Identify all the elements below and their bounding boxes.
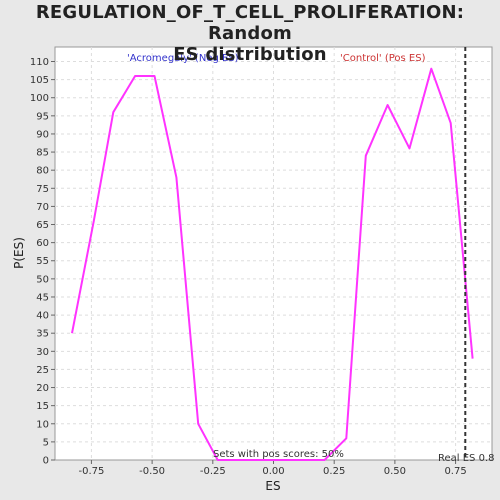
y-tick-label: 90 — [36, 129, 49, 140]
y-tick-label: 50 — [36, 274, 49, 285]
y-tick-label: 80 — [36, 166, 49, 177]
real-es-label: Real ES 0.8 — [438, 453, 494, 464]
chart-title-line2: ES distribution — [173, 44, 327, 65]
y-tick-label: 55 — [36, 256, 49, 267]
y-tick-label: 15 — [36, 401, 49, 412]
x-axis-title: ES — [265, 479, 280, 493]
grid — [55, 47, 492, 460]
y-tick-label: 85 — [36, 148, 49, 159]
y-tick-label: 40 — [36, 311, 49, 322]
series-line — [71, 67, 474, 461]
neg-es-label: 'Acromegaly' (Neg ES) — [127, 53, 239, 64]
chart-title: REGULATION_OF_T_CELL_PROLIFERATION: Rand… — [0, 2, 500, 65]
y-tick-label: 25 — [36, 365, 49, 376]
x-tick-label: 0.50 — [384, 466, 406, 477]
y-axis-title: P(ES) — [12, 237, 26, 269]
x-tick-label: -0.25 — [200, 466, 226, 477]
y-tick-label: 65 — [36, 220, 49, 231]
y-tick-label: 5 — [43, 437, 49, 448]
x-tick-label: 0.00 — [262, 466, 284, 477]
y-tick-label: 20 — [36, 383, 49, 394]
y-tick-label: 30 — [36, 347, 49, 358]
y-tick-label: 45 — [36, 292, 49, 303]
y-tick-label: 110 — [30, 57, 49, 68]
y-tick-label: 105 — [30, 75, 49, 86]
annotations: 'Acromegaly' (Neg ES) 'Control' (Pos ES)… — [127, 53, 494, 464]
axis-ticks: 0 5 10 15 20 25 30 35 40 45 50 55 60 65 70 75 80 85 90 95 10… — [30, 57, 467, 477]
x-tick-label: 0.25 — [323, 466, 345, 477]
y-tick-label: 95 — [36, 111, 49, 122]
y-tick-label: 100 — [30, 93, 49, 104]
sets-pos-label: Sets with pos scores: 50% — [213, 449, 344, 460]
y-tick-label: 75 — [36, 184, 49, 195]
y-tick-label: 35 — [36, 329, 49, 340]
y-tick-label: 60 — [36, 238, 49, 249]
y-tick-label: 70 — [36, 202, 49, 213]
y-tick-label: 10 — [36, 419, 49, 430]
pos-es-label: 'Control' (Pos ES) — [340, 53, 426, 64]
x-tick-label: -0.50 — [139, 466, 165, 477]
x-tick-label: -0.75 — [78, 466, 104, 477]
series-layer — [71, 47, 474, 461]
x-tick-label: 0.75 — [444, 466, 466, 477]
chart-title-line1: REGULATION_OF_T_CELL_PROLIFERATION: Rand… — [35, 2, 465, 44]
y-tick-label: 0 — [43, 456, 49, 467]
